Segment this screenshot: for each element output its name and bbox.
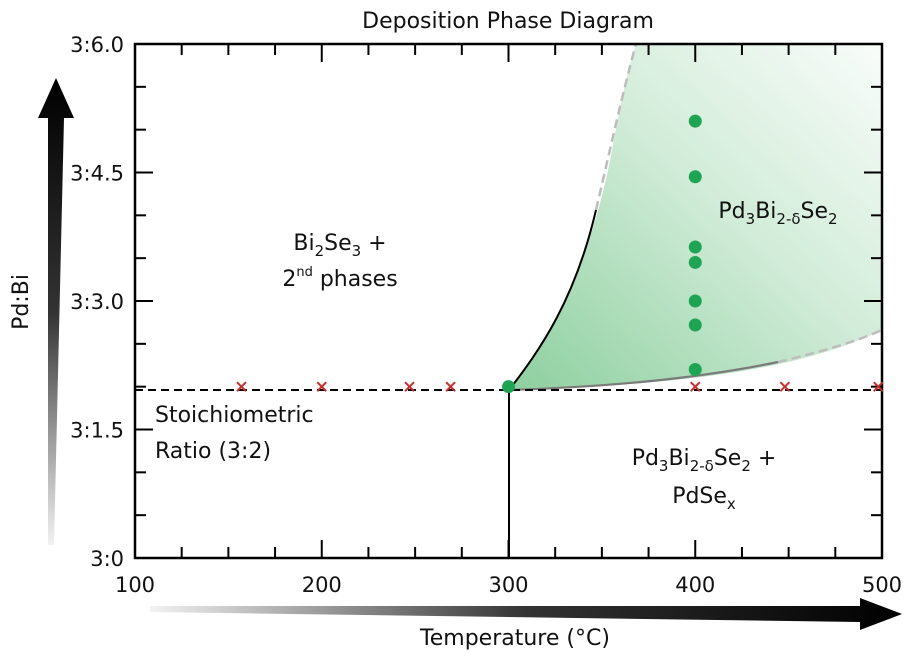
y-tick-label: 3:1.5 [70,419,124,443]
y-tick-label: 3:6.0 [70,33,124,57]
green-data-point [688,363,702,377]
green-data-point [688,294,702,308]
x-tick-label: 100 [115,573,155,597]
region-label-pd3bi2se2: Pd3Bi2-δSe2 [718,199,837,228]
x-tick-label: 200 [302,573,342,597]
phase-boundary-lower-solid [508,360,779,392]
x-tick-label: 300 [488,573,528,597]
x-tick-label: 500 [862,573,902,597]
stoichiometric-label-line2: Ratio (3:2) [155,439,271,464]
axis-tick-labels: 100 200 300 400 500 3:0 3:1.5 3:3.0 3:4.5 3:6.0 [70,33,902,597]
green-data-point [688,114,702,128]
red-cross-marker [404,381,415,392]
red-cross-marker [690,381,701,392]
red-cross-marker [316,381,327,392]
x-axis-arrow [150,598,902,630]
chart-title: Deposition Phase Diagram [362,9,654,34]
red-cross-marker [779,381,791,392]
y-tick-label: 3:3.0 [70,290,124,314]
phase-boundary-lower-dashed [777,328,882,364]
phase-boundary-upper-solid [508,209,597,391]
x-axis-title: Temperature (°C) [419,626,610,651]
data-markers [236,114,884,394]
y-axis-title: Pd:Bi [9,274,34,330]
y-tick-label: 3:4.5 [70,162,124,186]
red-cross-marker [236,381,247,392]
axis-ticks [135,44,882,558]
green-data-point [688,255,702,269]
region-label-pdsex: PdSex [672,484,736,513]
phase-boundary-upper-dashed [594,44,638,211]
green-data-point [502,380,515,394]
stoichiometric-label-line1: Stoichiometric [155,403,314,428]
green-data-point [688,170,702,184]
region-label-bi2se3: Bi2Se3 + [293,231,386,260]
region-label-pd3bi2se2-plus: Pd3Bi2-δSe2 + [632,446,777,475]
red-cross-marker [873,381,884,392]
red-cross-marker [445,381,456,392]
green-data-point [688,240,702,254]
pd3bi2se2-phase-region [509,44,882,390]
region-label-second-phases: 2nd phases [282,265,397,292]
green-data-point [688,318,702,332]
y-axis-arrow [38,78,74,545]
x-tick-label: 400 [675,573,715,597]
y-tick-label: 3:0 [90,547,124,571]
